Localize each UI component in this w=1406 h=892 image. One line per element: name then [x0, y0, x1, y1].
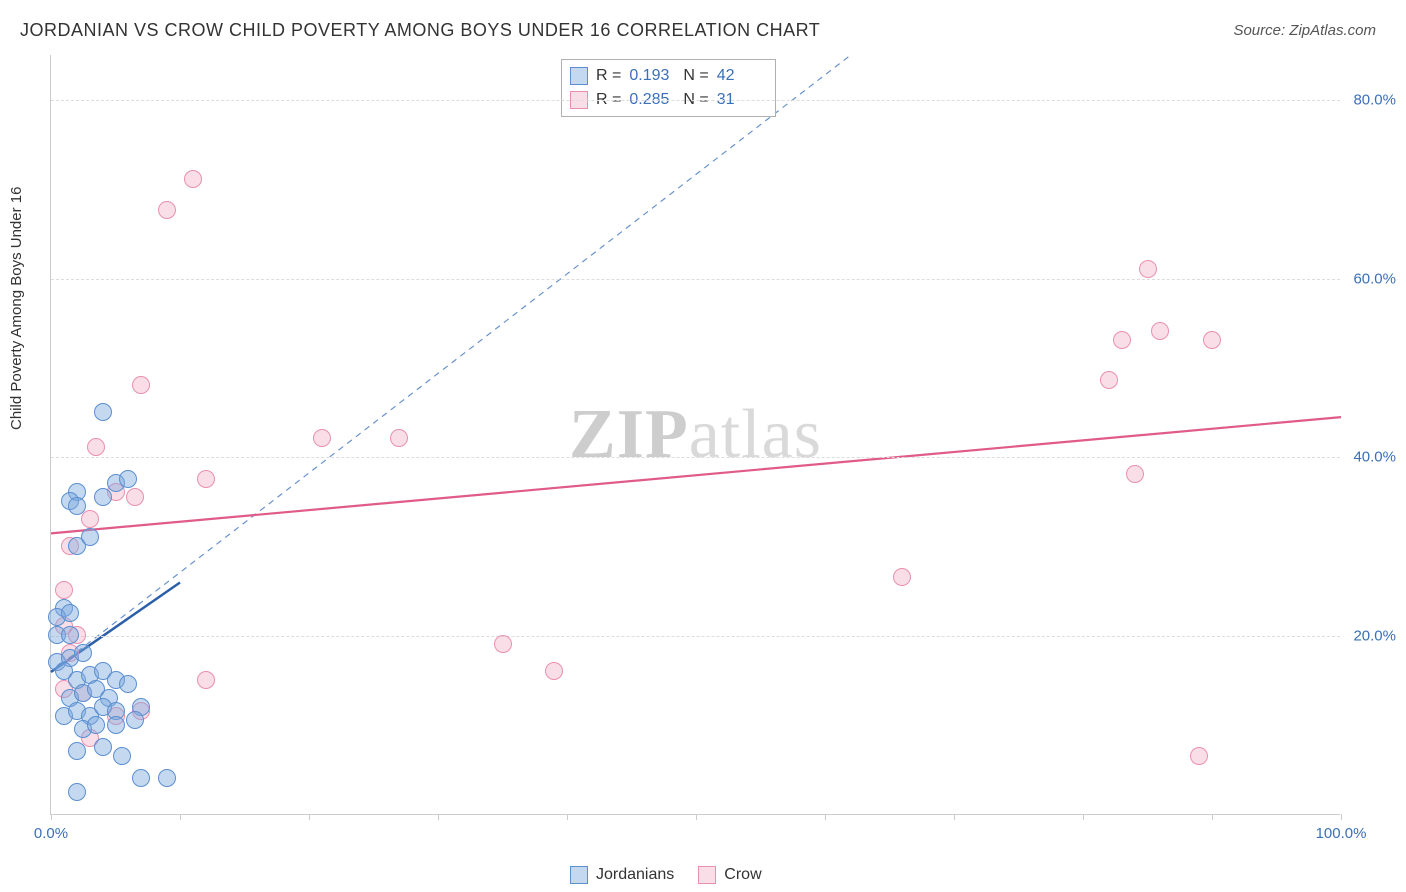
x-tick — [696, 814, 697, 820]
data-point — [158, 201, 176, 219]
data-point — [158, 769, 176, 787]
data-point — [184, 170, 202, 188]
data-point — [94, 488, 112, 506]
x-tick — [309, 814, 310, 820]
data-point — [545, 662, 563, 680]
data-point — [390, 429, 408, 447]
gridline — [51, 279, 1340, 280]
data-point — [68, 497, 86, 515]
data-point — [1190, 747, 1208, 765]
data-point — [87, 716, 105, 734]
x-tick — [438, 814, 439, 820]
x-tick — [567, 814, 568, 820]
y-tick-label: 80.0% — [1353, 91, 1396, 108]
x-tick-label: 100.0% — [1316, 825, 1367, 842]
data-point — [1203, 331, 1221, 349]
data-point — [1113, 331, 1131, 349]
data-point — [81, 510, 99, 528]
gridline — [51, 100, 1340, 101]
x-tick-label: 0.0% — [34, 825, 68, 842]
data-point — [94, 738, 112, 756]
data-point — [68, 742, 86, 760]
r-value-jordanians: 0.193 — [629, 64, 675, 88]
x-tick — [51, 814, 52, 820]
n-label: N = — [683, 64, 708, 88]
data-point — [119, 470, 137, 488]
data-point — [494, 635, 512, 653]
regression-line — [51, 417, 1341, 533]
data-point — [81, 528, 99, 546]
y-axis-label: Child Poverty Among Boys Under 16 — [8, 187, 25, 430]
data-point — [68, 783, 86, 801]
swatch-blue-icon — [570, 67, 588, 85]
data-point — [132, 769, 150, 787]
x-tick — [180, 814, 181, 820]
x-tick — [954, 814, 955, 820]
data-point — [1139, 260, 1157, 278]
data-point — [313, 429, 331, 447]
legend-label-jordanians: Jordanians — [596, 866, 674, 884]
data-point — [107, 716, 125, 734]
data-point — [87, 438, 105, 456]
data-point — [1100, 371, 1118, 389]
data-point — [119, 675, 137, 693]
y-tick-label: 60.0% — [1353, 270, 1396, 287]
x-tick — [1341, 814, 1342, 820]
x-tick — [1083, 814, 1084, 820]
data-point — [197, 671, 215, 689]
swatch-blue-icon — [570, 866, 588, 884]
y-tick-label: 40.0% — [1353, 449, 1396, 466]
data-point — [1151, 322, 1169, 340]
y-tick-label: 20.0% — [1353, 628, 1396, 645]
regression-line — [51, 55, 851, 672]
gridline — [51, 457, 1340, 458]
gridline — [51, 636, 1340, 637]
data-point — [126, 488, 144, 506]
chart-lines-layer — [51, 55, 1340, 814]
legend-item-jordanians: Jordanians — [570, 866, 674, 884]
chart-container: JORDANIAN VS CROW CHILD POVERTY AMONG BO… — [0, 0, 1406, 892]
x-tick — [825, 814, 826, 820]
data-point — [126, 711, 144, 729]
data-point — [94, 403, 112, 421]
data-point — [74, 644, 92, 662]
plot-area: ZIPatlas R = 0.193 N = 42 R = 0.285 N = … — [50, 55, 1340, 815]
legend-item-crow: Crow — [698, 866, 761, 884]
data-point — [132, 376, 150, 394]
stats-row-jordanians: R = 0.193 N = 42 — [570, 64, 763, 88]
swatch-pink-icon — [698, 866, 716, 884]
stats-box: R = 0.193 N = 42 R = 0.285 N = 31 — [561, 59, 776, 117]
legend: Jordanians Crow — [570, 866, 762, 884]
x-tick — [1212, 814, 1213, 820]
data-point — [1126, 465, 1144, 483]
data-point — [893, 568, 911, 586]
n-value-jordanians: 42 — [717, 64, 763, 88]
data-point — [61, 604, 79, 622]
source-attribution: Source: ZipAtlas.com — [1233, 22, 1376, 39]
chart-title: JORDANIAN VS CROW CHILD POVERTY AMONG BO… — [20, 20, 820, 41]
data-point — [55, 581, 73, 599]
data-point — [61, 626, 79, 644]
data-point — [197, 470, 215, 488]
legend-label-crow: Crow — [724, 866, 761, 884]
r-label: R = — [596, 64, 621, 88]
data-point — [113, 747, 131, 765]
